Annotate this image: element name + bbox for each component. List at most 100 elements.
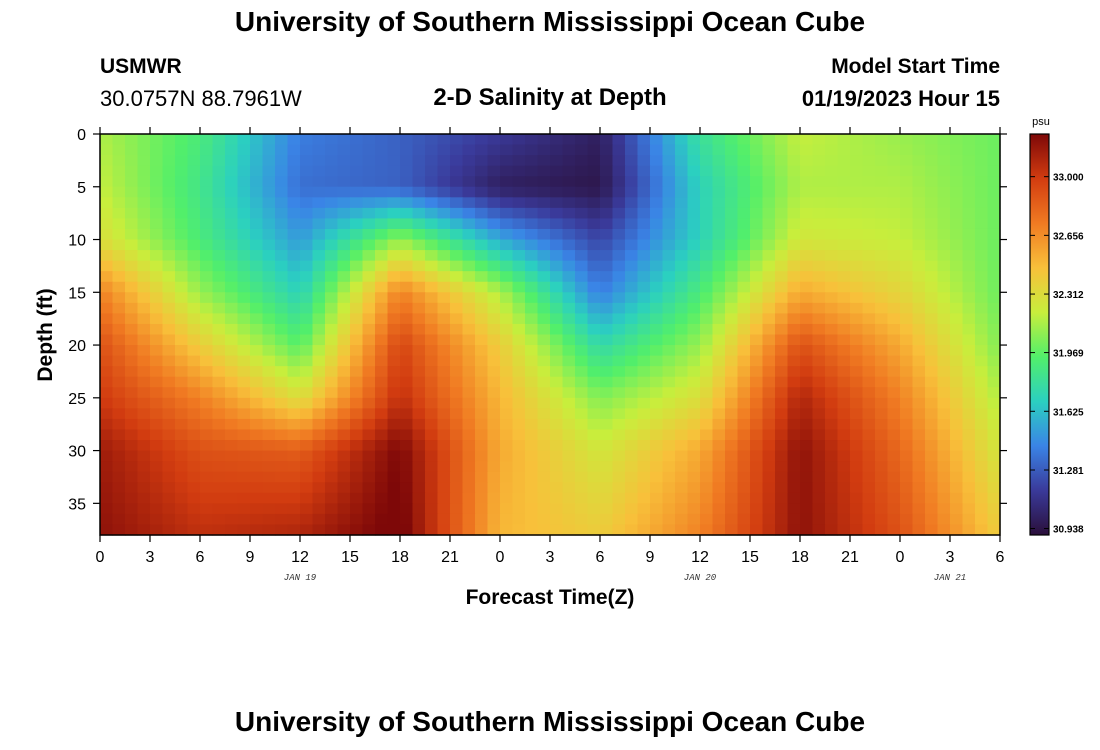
- heat-cell: [325, 334, 339, 346]
- heat-cell: [225, 186, 239, 198]
- heat-cell: [175, 197, 189, 209]
- heat-cell: [650, 408, 664, 420]
- heat-cell: [200, 482, 214, 494]
- heat-cell: [587, 197, 601, 209]
- heat-cell: [637, 524, 651, 536]
- heat-cell: [950, 144, 964, 156]
- heat-cell: [112, 492, 126, 504]
- heat-cell: [862, 345, 876, 357]
- heat-cell: [612, 482, 626, 494]
- heat-cell: [137, 186, 151, 198]
- heat-cell: [487, 281, 501, 293]
- heat-cell: [875, 503, 889, 515]
- heat-cell: [337, 197, 351, 209]
- heat-cell: [262, 418, 276, 431]
- heat-cell: [775, 376, 789, 388]
- heat-cell: [412, 397, 426, 409]
- heat-cell: [150, 376, 164, 388]
- heat-cell: [612, 260, 626, 272]
- heat-cell: [900, 218, 914, 230]
- heat-cell: [312, 513, 326, 526]
- heat-cell: [312, 408, 326, 420]
- heat-cell: [400, 239, 414, 251]
- heat-cell: [625, 218, 639, 230]
- heat-cell: [912, 503, 926, 515]
- chart-subtitle: 2-D Salinity at Depth: [433, 84, 667, 111]
- heat-cell: [962, 260, 976, 272]
- heat-cell: [637, 239, 651, 251]
- heat-cell: [762, 239, 776, 251]
- heat-cell: [112, 165, 126, 177]
- heat-cell: [837, 228, 851, 241]
- heat-cell: [950, 155, 964, 167]
- heat-cell: [987, 418, 1001, 431]
- heat-cell: [100, 313, 114, 325]
- heat-cell: [287, 144, 301, 156]
- heat-cell: [187, 334, 201, 346]
- heat-cell: [125, 450, 139, 462]
- heat-cell: [712, 302, 726, 314]
- heat-cell: [650, 397, 664, 409]
- heat-cell: [612, 207, 626, 220]
- heat-cell: [750, 292, 764, 304]
- heat-cell: [937, 207, 951, 220]
- heat-cell: [875, 302, 889, 314]
- heat-cell: [562, 144, 576, 156]
- heat-cell: [875, 429, 889, 441]
- heat-cell: [125, 376, 139, 388]
- heat-cell: [175, 408, 189, 420]
- heat-cell: [175, 292, 189, 304]
- heat-cell: [700, 397, 714, 409]
- heat-cell: [812, 471, 826, 483]
- heat-cell: [575, 155, 589, 167]
- heat-cell: [387, 176, 401, 188]
- heat-cell: [137, 260, 151, 272]
- heat-cell: [312, 155, 326, 167]
- heat-cell: [337, 440, 351, 452]
- heat-cell: [862, 355, 876, 367]
- heat-cell: [425, 313, 439, 325]
- heat-cell: [175, 387, 189, 399]
- heat-cell: [387, 207, 401, 220]
- heat-cell: [850, 429, 864, 441]
- heat-cell: [587, 134, 601, 146]
- heat-cell: [587, 345, 601, 357]
- heat-cell: [500, 134, 514, 146]
- heat-cell: [575, 260, 589, 272]
- heat-cell: [125, 366, 139, 378]
- heat-cell: [887, 228, 901, 241]
- heat-cell: [400, 503, 414, 515]
- heat-cell: [787, 513, 801, 526]
- heat-cell: [437, 323, 451, 336]
- heat-cell: [525, 292, 539, 304]
- station-coordinates: 30.0757N 88.7961W: [100, 86, 302, 111]
- heat-cell: [462, 281, 476, 293]
- heat-cell: [100, 366, 114, 378]
- heat-cell: [500, 524, 514, 536]
- heat-cell: [262, 186, 276, 198]
- heat-cell: [312, 450, 326, 462]
- heat-cell: [337, 387, 351, 399]
- heat-cell: [600, 323, 614, 336]
- heat-cell: [637, 471, 651, 483]
- heat-cell: [575, 376, 589, 388]
- heat-cell: [975, 471, 989, 483]
- heat-cell: [600, 218, 614, 230]
- heat-cell: [237, 134, 251, 146]
- heat-cell: [412, 418, 426, 431]
- heat-cell: [500, 376, 514, 388]
- heat-cell: [912, 134, 926, 146]
- heat-cell: [800, 418, 814, 431]
- heat-cell: [937, 408, 951, 420]
- heat-cell: [387, 218, 401, 230]
- heat-cell: [400, 292, 414, 304]
- heat-cell: [225, 228, 239, 241]
- heat-cell: [575, 302, 589, 314]
- heat-cell: [512, 345, 526, 357]
- heat-cell: [150, 366, 164, 378]
- heat-cell: [950, 313, 964, 325]
- heat-cell: [250, 134, 264, 146]
- heat-cell: [637, 176, 651, 188]
- heat-cell: [600, 461, 614, 473]
